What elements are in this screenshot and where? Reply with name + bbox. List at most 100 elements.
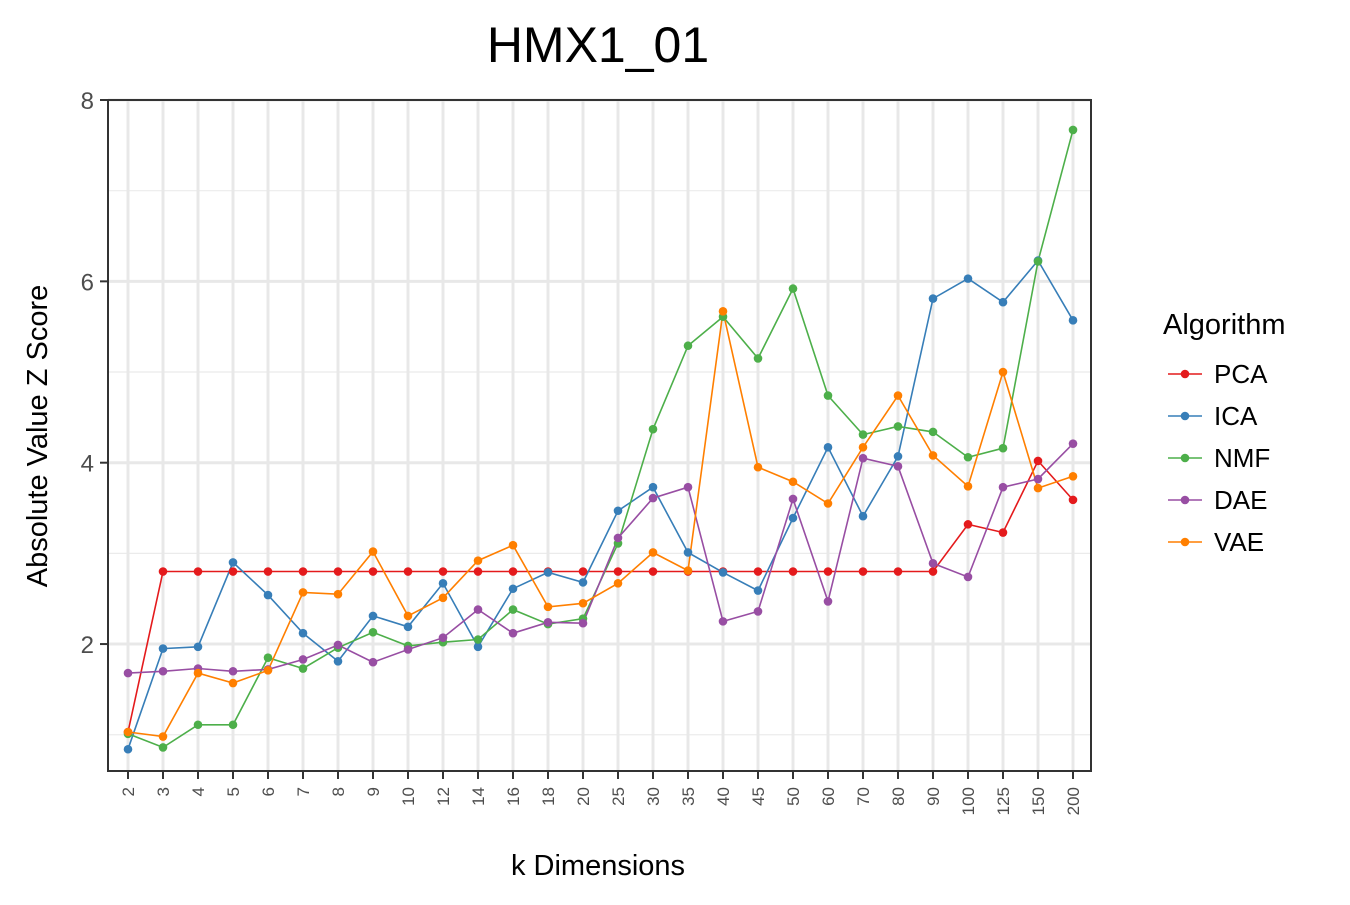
series-line-vae (127, 311, 1074, 738)
legend-title: Algorithm (1163, 309, 1286, 341)
data-point-ica (1068, 316, 1078, 325)
data-point-vae (1033, 483, 1043, 493)
data-point-ica (613, 506, 623, 516)
legend-label-dae: DAE (1214, 485, 1267, 515)
data-point-ica (368, 611, 378, 621)
x-tick-label: 10 (399, 787, 418, 806)
data-point-ica (788, 513, 798, 523)
data-point-ica (893, 452, 903, 461)
data-point-nmf (508, 605, 518, 614)
data-point-dae (1068, 439, 1078, 448)
x-tick-label: 18 (539, 787, 558, 806)
data-point-nmf (263, 653, 273, 662)
data-point-ica (718, 568, 728, 577)
data-point-dae (438, 633, 448, 643)
x-tick-label: 125 (994, 787, 1013, 815)
data-point-vae (683, 566, 693, 575)
legend-label-pca: PCA (1214, 359, 1268, 389)
legend-label-nmf: NMF (1214, 443, 1270, 473)
data-point-ica (648, 482, 658, 492)
data-point-nmf (893, 422, 903, 431)
data-point-nmf (928, 427, 938, 437)
x-tick-label: 2 (119, 787, 138, 796)
data-point-nmf (998, 443, 1008, 453)
data-point-dae (718, 617, 728, 626)
data-point-dae (613, 533, 623, 543)
data-point-pca (1033, 456, 1043, 466)
data-point-pca (1068, 495, 1078, 505)
legend-key-point (1180, 411, 1190, 421)
data-point-ica (963, 274, 973, 283)
data-point-dae (788, 494, 798, 504)
x-tick-label: 9 (364, 787, 383, 796)
legend-label-ica: ICA (1214, 401, 1258, 431)
x-tick-label: 90 (924, 787, 943, 806)
data-point-ica (298, 628, 308, 638)
data-point-nmf (1033, 257, 1043, 266)
data-point-ica (333, 656, 343, 666)
legend-key-point (1180, 453, 1190, 463)
x-tick-label: 100 (959, 787, 978, 815)
legend-key-point (1180, 495, 1190, 505)
data-point-nmf (648, 424, 658, 434)
x-tick-label: 25 (609, 787, 628, 806)
x-tick-label: 4 (189, 787, 208, 796)
data-point-dae (963, 572, 973, 582)
data-point-dae (473, 605, 483, 614)
x-tick-label: 12 (434, 787, 453, 806)
data-point-vae (578, 598, 588, 608)
data-point-vae (753, 462, 763, 472)
data-point-ica (193, 642, 203, 652)
data-point-dae (123, 668, 133, 678)
data-point-dae (158, 666, 168, 676)
data-point-nmf (193, 720, 203, 730)
data-point-nmf (473, 635, 483, 644)
data-point-pca (788, 567, 798, 576)
data-point-pca (963, 520, 973, 529)
data-point-dae (298, 655, 308, 664)
data-point-ica (438, 579, 448, 588)
data-point-vae (648, 548, 658, 557)
data-point-dae (823, 597, 833, 606)
x-tick-label: 30 (644, 787, 663, 806)
y-tick-label: 8 (81, 88, 94, 115)
data-point-dae (648, 493, 658, 503)
data-point-ica (508, 584, 518, 594)
data-point-dae (228, 666, 238, 676)
x-axis-label: k Dimensions (511, 850, 685, 882)
data-point-vae (193, 668, 203, 678)
data-point-pca (298, 567, 308, 576)
data-point-pca (508, 567, 518, 576)
data-point-dae (543, 617, 553, 627)
x-tick-label: 40 (714, 787, 733, 806)
data-point-nmf (228, 720, 238, 730)
y-tick-label: 6 (81, 269, 94, 296)
x-tick-label: 200 (1064, 787, 1083, 815)
data-point-pca (333, 567, 343, 576)
data-point-vae (473, 556, 483, 565)
y-tick-label: 2 (81, 632, 94, 659)
data-point-ica (998, 297, 1008, 307)
x-tick-label: 35 (679, 787, 698, 806)
data-point-nmf (858, 430, 868, 439)
data-point-pca (578, 567, 588, 576)
series-line-pca (127, 459, 1074, 733)
data-point-dae (578, 618, 588, 628)
data-point-dae (403, 645, 413, 654)
data-point-nmf (298, 664, 308, 673)
x-tick-label: 14 (469, 787, 488, 806)
data-point-pca (823, 567, 833, 576)
data-point-pca (858, 567, 868, 576)
x-tick-label: 6 (259, 787, 278, 796)
plot-border (107, 99, 1092, 772)
data-point-ica (228, 558, 238, 567)
x-tick-label: 45 (749, 787, 768, 806)
data-point-vae (333, 589, 343, 599)
data-point-dae (683, 482, 693, 492)
data-point-dae (508, 628, 518, 638)
data-point-ica (823, 442, 833, 452)
data-point-pca (193, 567, 203, 576)
series-line-dae (127, 443, 1074, 674)
x-tick-label: 5 (224, 787, 243, 796)
data-point-nmf (683, 341, 693, 351)
